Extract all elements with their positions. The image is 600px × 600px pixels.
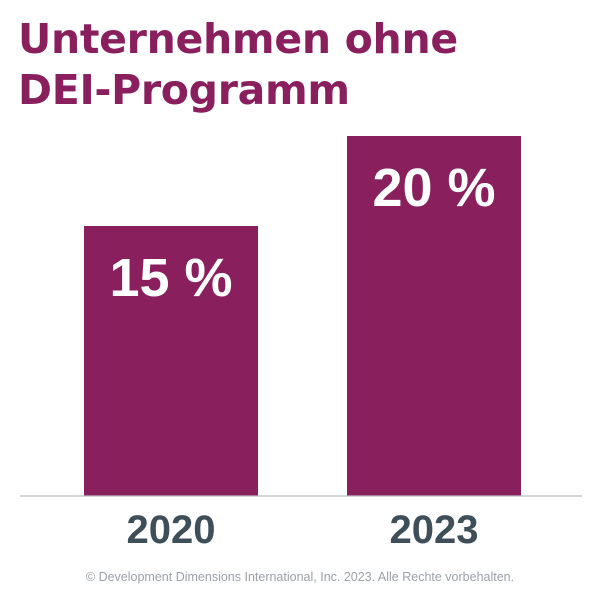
x-axis-tick-labels: 2020 2023	[127, 508, 479, 552]
x-tick-label-2023: 2023	[390, 508, 479, 552]
data-label-2020: 15 %	[109, 248, 232, 308]
x-tick-label-2020: 2020	[127, 508, 216, 552]
chart-title-line-2: DEI-Programm	[18, 66, 350, 114]
data-label-2023: 20 %	[372, 158, 495, 218]
chart-title: Unternehmen ohne DEI-Programm	[18, 14, 578, 116]
bar-2023	[347, 136, 521, 496]
chart-title-line-1: Unternehmen ohne	[18, 15, 458, 63]
bar-2020	[84, 226, 258, 496]
bars-group: 15 % 20 %	[84, 136, 521, 496]
copyright-note: © Development Dimensions International, …	[85, 570, 515, 584]
